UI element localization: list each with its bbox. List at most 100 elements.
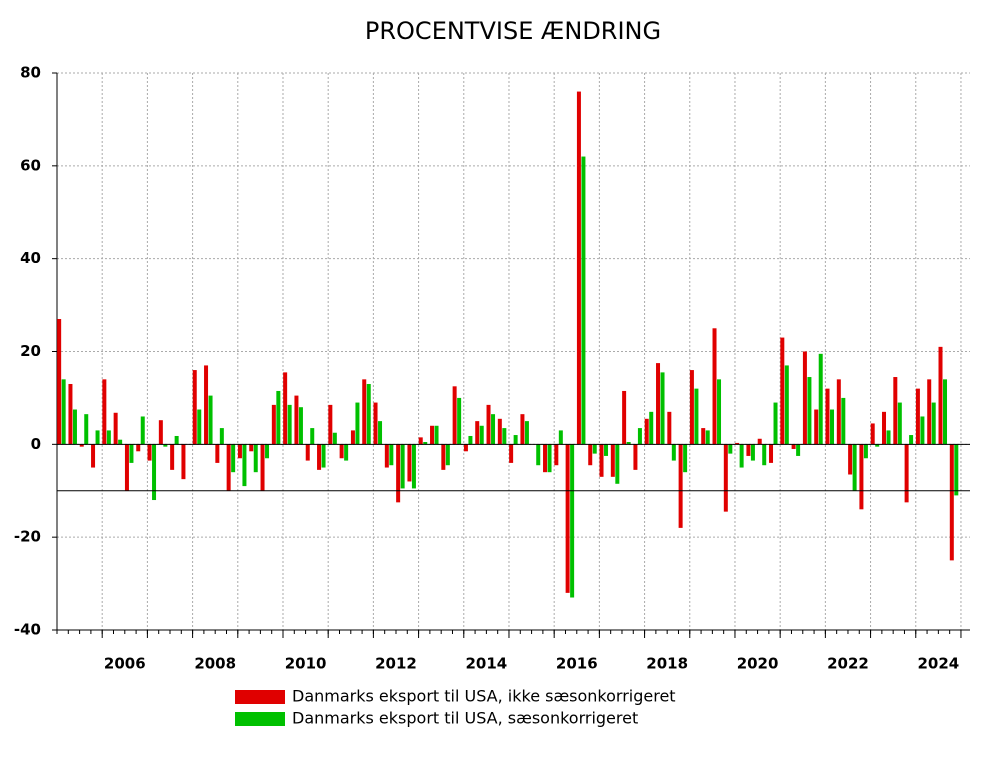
bar xyxy=(757,438,762,445)
bar xyxy=(610,444,615,477)
y-tick-label: 20 xyxy=(20,342,41,360)
bar xyxy=(502,428,507,445)
bar xyxy=(949,444,954,561)
bar xyxy=(355,402,360,445)
bar xyxy=(68,383,73,445)
bar xyxy=(739,444,744,468)
bar xyxy=(954,444,959,496)
bar xyxy=(423,442,428,445)
bar xyxy=(536,444,541,466)
bar xyxy=(943,379,948,445)
bar xyxy=(124,444,129,491)
bar xyxy=(475,421,480,445)
bar xyxy=(170,444,175,470)
bar xyxy=(588,444,593,466)
legend-swatch xyxy=(235,712,285,726)
bar xyxy=(486,404,491,445)
bar xyxy=(430,425,435,445)
bar xyxy=(701,428,706,445)
bar xyxy=(294,395,299,445)
bar xyxy=(468,435,473,445)
bar xyxy=(717,379,722,445)
bar xyxy=(938,346,943,445)
bar xyxy=(581,156,586,445)
bar xyxy=(84,414,89,445)
bar xyxy=(927,379,932,445)
bar xyxy=(389,444,394,466)
bar xyxy=(396,444,401,503)
bar xyxy=(136,444,141,452)
bar xyxy=(644,418,649,445)
bar xyxy=(705,430,710,445)
x-tick-label: 2024 xyxy=(917,655,959,673)
bar xyxy=(174,435,179,445)
bar xyxy=(678,444,683,528)
bar xyxy=(411,444,416,489)
bar xyxy=(129,444,134,463)
bar xyxy=(463,444,468,452)
bar xyxy=(615,444,620,484)
bar xyxy=(671,444,676,461)
bar xyxy=(298,407,303,445)
x-tick-label: 2014 xyxy=(466,655,508,673)
bar xyxy=(384,444,389,468)
bar xyxy=(852,444,857,491)
bar xyxy=(780,337,785,445)
bar xyxy=(667,411,672,445)
bar xyxy=(441,444,446,470)
bar xyxy=(931,402,936,445)
y-tick-label: 60 xyxy=(20,156,41,174)
x-tick-label: 2012 xyxy=(375,655,417,673)
bar xyxy=(836,379,841,445)
x-tick-label: 2008 xyxy=(194,655,236,673)
bar xyxy=(656,363,661,445)
bar xyxy=(366,383,371,445)
bar xyxy=(897,402,902,445)
bar xyxy=(362,379,367,445)
bar xyxy=(886,430,891,445)
bar xyxy=(513,435,518,445)
bar xyxy=(814,409,819,445)
bar xyxy=(113,412,118,445)
bar xyxy=(565,444,570,593)
bar xyxy=(773,402,778,445)
bar xyxy=(231,444,236,473)
bar xyxy=(509,444,514,463)
bar xyxy=(848,444,853,475)
y-tick-label: 80 xyxy=(20,64,41,82)
bar xyxy=(265,444,270,459)
bar xyxy=(863,444,868,459)
x-tick-label: 2020 xyxy=(737,655,779,673)
bar xyxy=(825,388,830,445)
bar xyxy=(802,351,807,445)
bar xyxy=(237,444,242,459)
x-tick-label: 2018 xyxy=(646,655,688,673)
legend-label: Danmarks eksport til USA, sæsonkorrigere… xyxy=(292,709,638,728)
bar xyxy=(762,444,767,466)
bar xyxy=(875,444,880,447)
bar xyxy=(604,444,609,456)
bar xyxy=(118,439,123,445)
bar xyxy=(859,444,864,510)
bar xyxy=(102,379,107,445)
bar xyxy=(445,444,450,466)
bar xyxy=(491,414,496,445)
bar xyxy=(558,430,563,445)
bar xyxy=(479,425,484,445)
bar xyxy=(328,404,333,445)
bar xyxy=(192,370,197,445)
bar xyxy=(723,444,728,512)
bar xyxy=(260,444,265,491)
y-tick-label: -40 xyxy=(14,621,41,639)
bar xyxy=(807,377,812,445)
bar xyxy=(592,444,597,454)
bar xyxy=(909,435,914,445)
bar xyxy=(204,365,209,445)
x-tick-label: 2022 xyxy=(827,655,869,673)
bar xyxy=(626,442,631,445)
bar xyxy=(457,397,462,445)
legend-label: Danmarks eksport til USA, ikke sæsonkorr… xyxy=(292,687,676,706)
x-tick-label: 2006 xyxy=(104,655,146,673)
bar xyxy=(576,91,581,445)
bar xyxy=(418,437,423,445)
